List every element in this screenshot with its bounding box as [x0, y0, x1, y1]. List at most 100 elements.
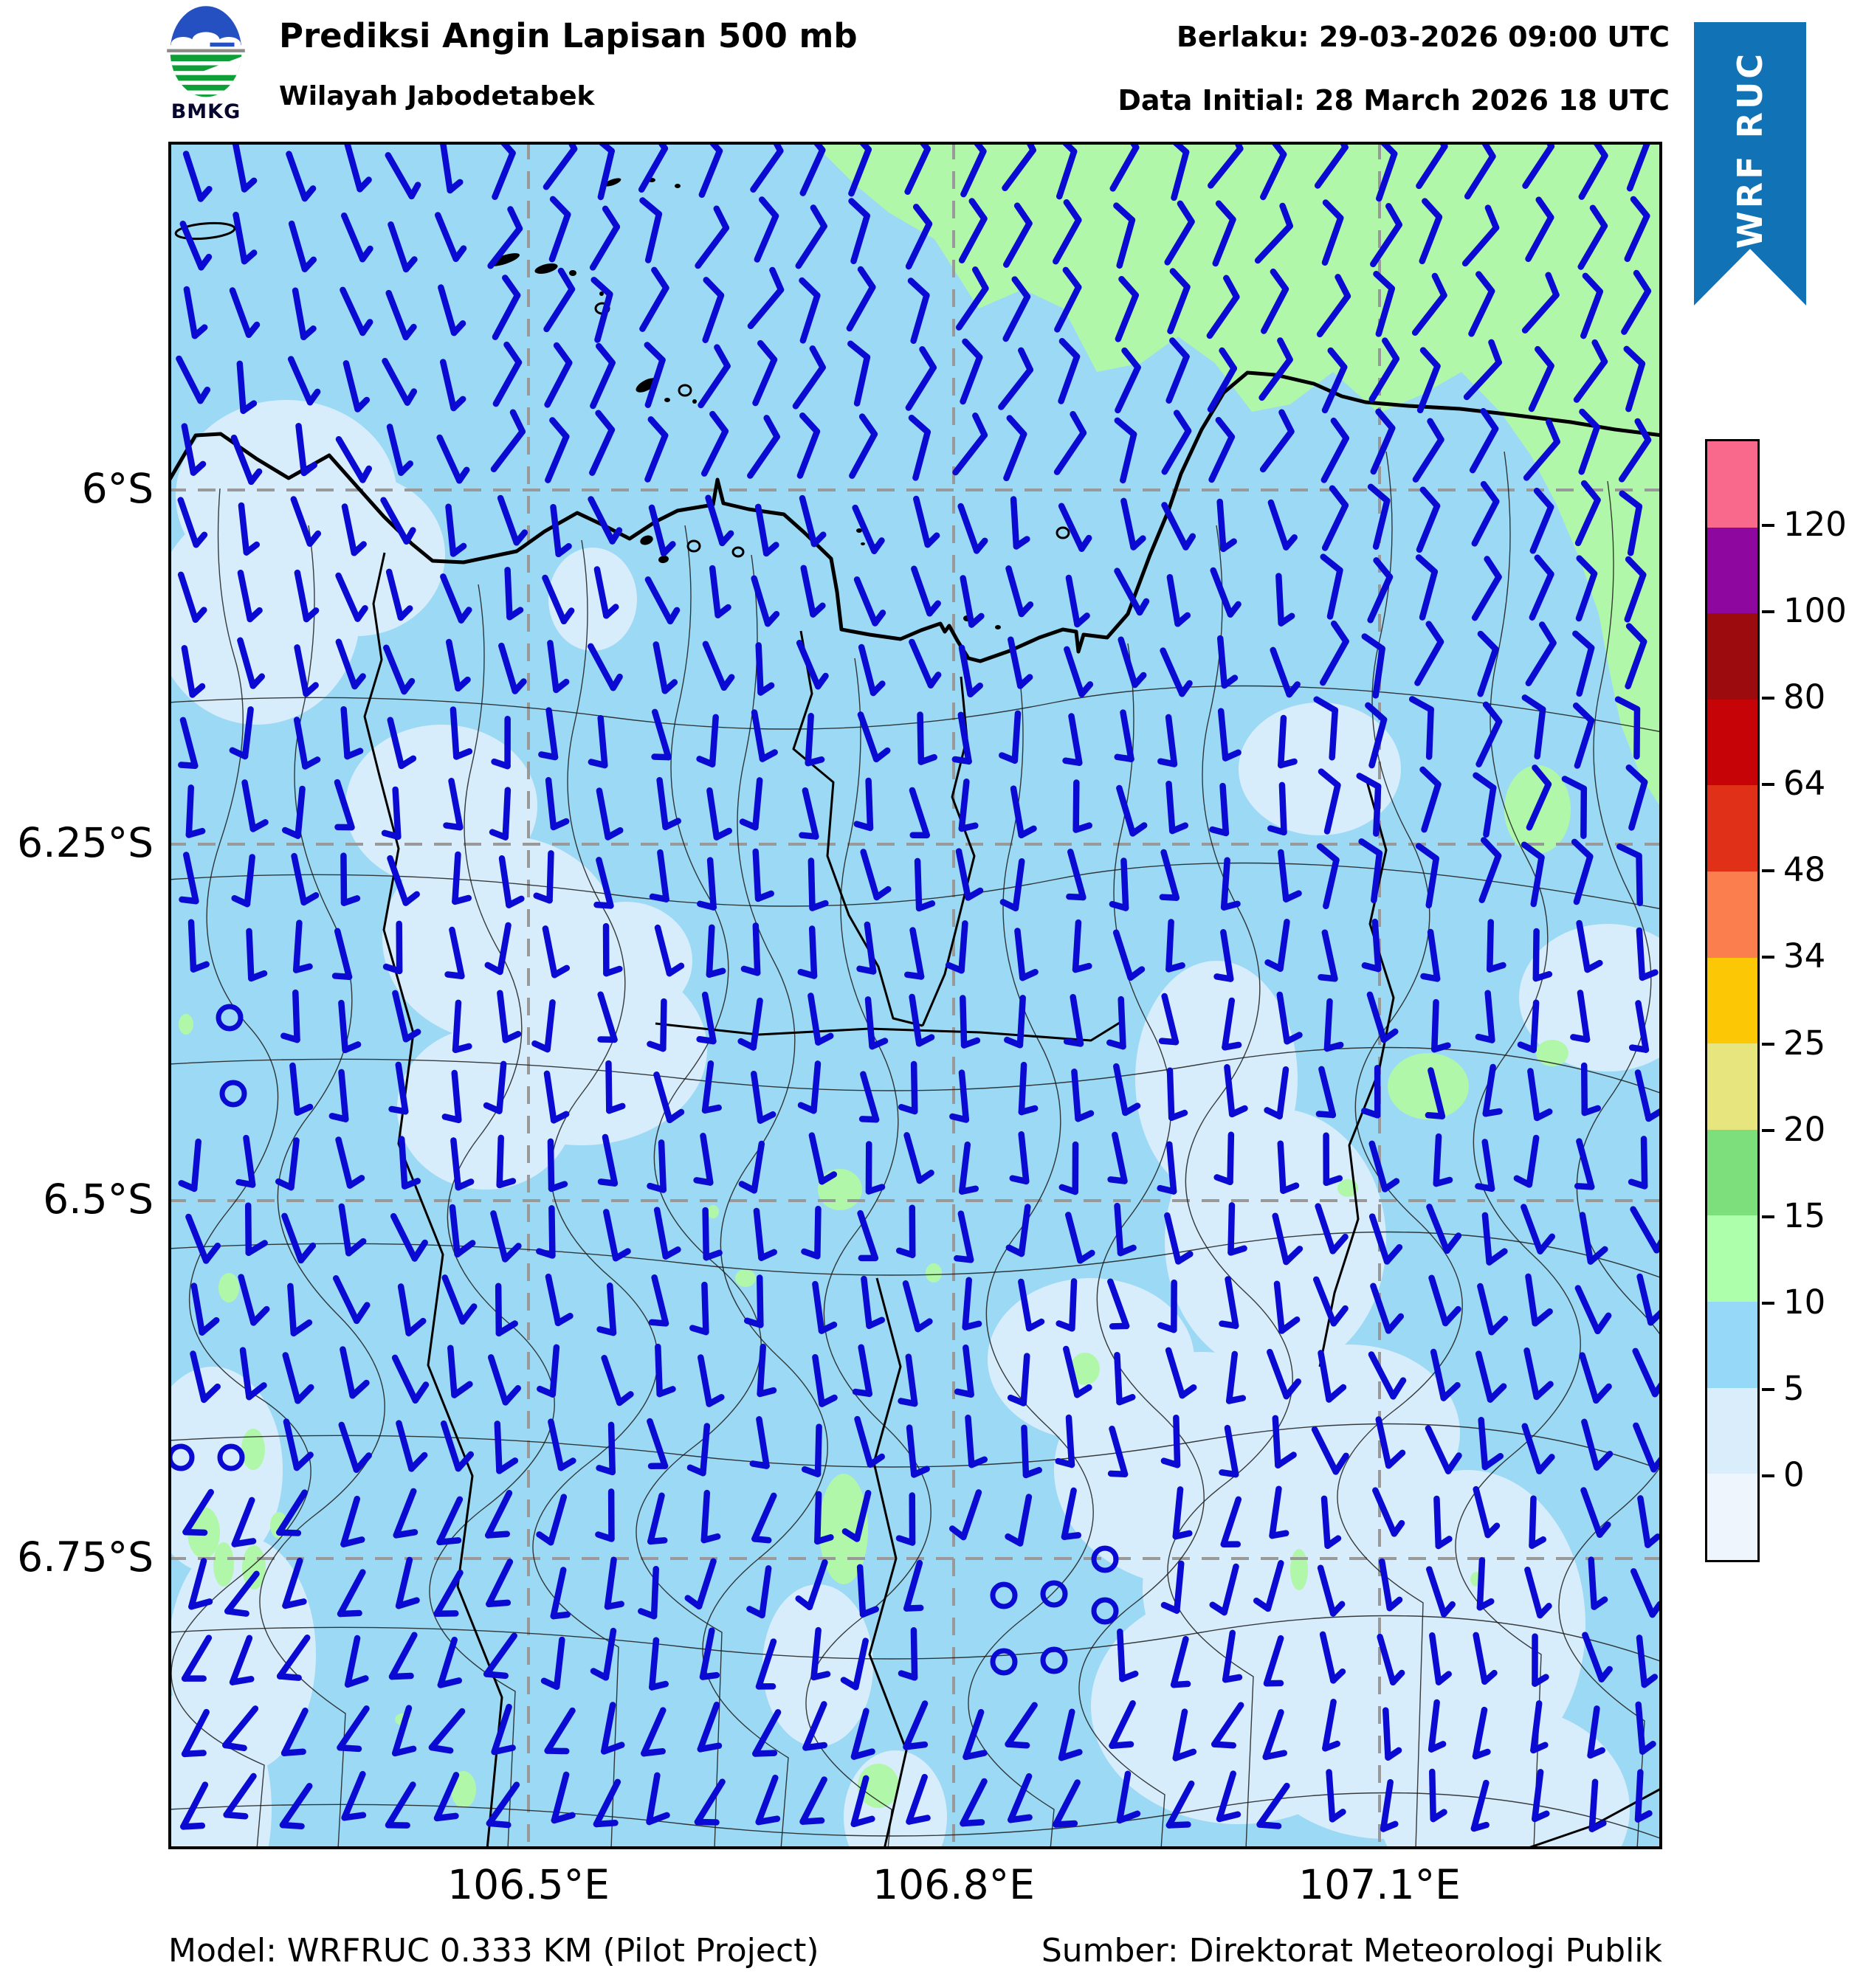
island: [534, 263, 558, 274]
wind-barb: [231, 854, 255, 908]
wind-barb: [904, 927, 925, 980]
wind-barb: [1471, 556, 1502, 621]
wind-barb: [952, 413, 988, 476]
wind-barb: [654, 924, 685, 977]
wind-barb: [1370, 408, 1396, 475]
wind-barb: [1570, 990, 1591, 1043]
wind-barb: [1170, 1635, 1191, 1688]
district-boundary: [1455, 451, 1581, 1849]
wind-barb: [1117, 1628, 1139, 1682]
wind-barb: [1425, 1425, 1462, 1474]
wind-barb: [649, 1637, 669, 1691]
wind-barb: [385, 152, 421, 200]
wind-barb: [647, 1139, 667, 1193]
wind-barb: [905, 346, 937, 411]
wind-barb: [1477, 1283, 1509, 1336]
wind-barb: [644, 416, 669, 483]
wind-barb: [1588, 1556, 1608, 1610]
wrf-ruc-ribbon-label: WRF RUC: [1730, 50, 1770, 249]
wind-barb: [1114, 709, 1134, 762]
wind-barb: [287, 1283, 313, 1336]
wind-barb: [1316, 274, 1351, 338]
wind-barb: [550, 503, 572, 558]
wind-barb: [1521, 694, 1546, 760]
wind-barb: [1107, 1278, 1130, 1330]
wind-barb: [181, 645, 206, 698]
wind-barb: [1478, 1416, 1504, 1471]
wind-barb: [1065, 1212, 1095, 1264]
wind-barb: [1165, 919, 1185, 973]
wind-barb: [1109, 857, 1129, 911]
wind-barb: [340, 1346, 370, 1399]
wind-barb: [1164, 1212, 1194, 1265]
wind-barb: [1112, 929, 1146, 981]
bmkg-logo: [162, 4, 250, 102]
wind-barb: [1411, 272, 1447, 336]
district-boundary: [168, 1792, 1662, 1840]
wind-barb: [686, 1423, 711, 1477]
wind-barb: [483, 1632, 517, 1680]
wind-barb: [1278, 849, 1302, 902]
wind-barb: [1318, 1350, 1347, 1403]
colorbar-tick: [1762, 610, 1774, 614]
wind-barb: [1253, 1560, 1284, 1612]
wind-barb: [958, 198, 988, 263]
wind-barb: [331, 928, 353, 981]
colorbar-tick-label: 120: [1783, 505, 1847, 545]
wind-barb: [1429, 1768, 1447, 1823]
wind-barb: [1114, 1203, 1137, 1257]
wind-barb: [1419, 766, 1442, 833]
wind-barb: [652, 641, 678, 694]
wind-barb: [1420, 928, 1441, 982]
wind-barb: [1220, 1496, 1242, 1547]
wind-barb: [1009, 1131, 1030, 1185]
wind-barb: [536, 1494, 568, 1546]
wind-barb: [1618, 418, 1652, 483]
wind-barb: [861, 1275, 886, 1329]
colorbar-tick-label: 10: [1783, 1282, 1826, 1322]
wind-barb: [601, 1702, 625, 1755]
wind-barb: [752, 848, 774, 902]
wind-barb: [852, 504, 885, 554]
wind-barb: [1058, 338, 1081, 404]
green-speed-patch: [1536, 1040, 1568, 1066]
wind-barb: [1426, 1204, 1462, 1254]
wind-barb: [1416, 347, 1441, 414]
wind-barb: [597, 1133, 619, 1187]
wind-barb: [1574, 1138, 1595, 1190]
colorbar-tick-label: 20: [1783, 1109, 1826, 1149]
wind-barb: [1470, 1779, 1490, 1832]
wind-barb: [1576, 919, 1603, 973]
wind-barb: [696, 714, 719, 767]
wind-barb: [812, 1280, 838, 1334]
wind-barb: [1211, 1702, 1244, 1749]
wind-barb: [1003, 202, 1033, 268]
wind-barb: [1005, 1702, 1038, 1749]
wind-barb: [799, 494, 827, 548]
wind-barb: [903, 1132, 934, 1184]
wind-barb: [1588, 1778, 1607, 1832]
wind-barb: [807, 857, 829, 911]
wind-barb: [706, 787, 732, 841]
wind-barb: [1428, 1274, 1461, 1327]
wind-barb: [1061, 1487, 1082, 1540]
wind-barb: [590, 277, 613, 343]
wind-barb: [490, 1210, 522, 1263]
wind-barb: [222, 1705, 259, 1752]
wind-barb: [1212, 200, 1236, 267]
wind-barb: [754, 503, 779, 557]
wind-barb: [1276, 991, 1303, 1045]
district-boundary: [1078, 643, 1205, 1849]
wind-barb: [542, 925, 571, 979]
wind-barb: [386, 424, 414, 476]
wind-barb: [999, 858, 1025, 911]
wind-barb: [1063, 1345, 1092, 1398]
wind-barb: [338, 1421, 372, 1473]
wind-barb: [696, 991, 717, 1045]
wind-barb: [1478, 837, 1502, 903]
wind-barb: [739, 777, 763, 831]
wind-barb: [178, 1138, 202, 1193]
wind-barb: [960, 995, 981, 1049]
wind-barb: [1628, 1000, 1650, 1053]
wind-barb: [1619, 490, 1643, 556]
